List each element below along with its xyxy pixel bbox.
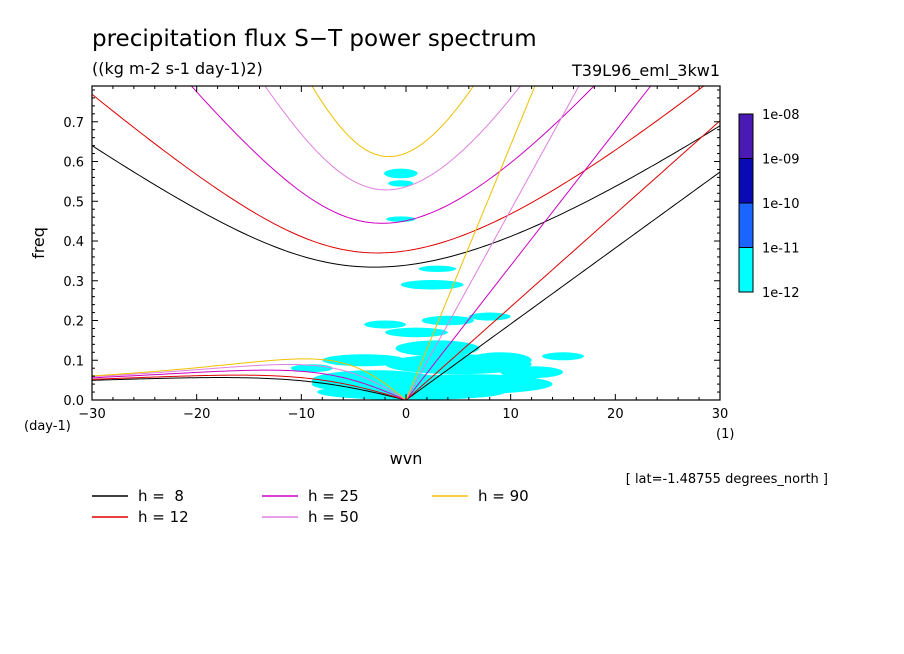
spectrum-blob <box>418 265 457 273</box>
rossby-wave-curve <box>92 374 407 400</box>
spectrum-blob <box>385 327 448 338</box>
y-tick-label: 0.7 <box>63 116 84 131</box>
y-tick-label: 0.4 <box>63 235 84 250</box>
power-spectrum-contours <box>290 168 584 400</box>
y-tick-label: 0.6 <box>63 156 84 171</box>
gravity-wave-curve <box>92 125 720 268</box>
spectrum-blob <box>542 352 584 361</box>
rossby-wave-curve <box>92 363 407 400</box>
gravity-wave-curve <box>92 86 705 254</box>
colorbar-label: 1e-11 <box>762 242 800 257</box>
x-unit-label: (1) <box>716 427 734 442</box>
x-tick-label: −20 <box>183 407 210 422</box>
legend-label: h = 25 <box>308 487 359 505</box>
y-axis-label: freq <box>29 227 48 259</box>
latitude-note: [ lat=-1.48755 degrees_north ] <box>626 472 828 487</box>
colorbar-segment <box>738 158 754 204</box>
legend-label: h = 8 <box>138 487 184 505</box>
legend-label: h = 12 <box>138 508 189 526</box>
gravity-wave-curve <box>311 86 475 158</box>
y-tick-label: 0.3 <box>63 275 84 290</box>
spectrum-blob <box>388 180 414 187</box>
colorbar-segment <box>738 113 754 159</box>
colorbar-label: 1e-09 <box>762 153 800 168</box>
spectrum-blob <box>395 340 480 357</box>
x-tick-label: 0 <box>402 407 410 422</box>
kelvin-wave-curve <box>405 120 720 400</box>
y-tick-label: 0.5 <box>63 195 84 210</box>
spectrum-blob <box>364 320 407 329</box>
kelvin-wave-curve <box>405 86 652 400</box>
chart-title: precipitation flux S−T power spectrum <box>92 26 537 52</box>
legend-label: h = 50 <box>308 508 359 526</box>
x-tick-label: 30 <box>712 407 729 422</box>
colorbar-label: 1e-10 <box>762 197 800 212</box>
legend: h = 8 h = 12 h = 25 h = 50 h = 90 <box>92 487 529 526</box>
rossby-wave-curve <box>92 358 407 400</box>
spectrum-blob <box>384 168 418 179</box>
y-tick-label: 0.1 <box>63 354 84 369</box>
spectrum-blob <box>322 354 406 367</box>
units-label: ((kg m-2 s-1 day-1)2) <box>92 59 263 78</box>
y-unit-label: (day-1) <box>24 419 71 434</box>
rossby-wave-curve <box>92 369 407 400</box>
colorbar-segment <box>738 202 754 248</box>
spectrum-blob <box>468 352 532 369</box>
spectrum-blob <box>400 279 464 290</box>
legend-label: h = 90 <box>478 487 529 505</box>
kelvin-wave-curve <box>405 171 720 400</box>
x-axis-label: wvn <box>390 449 423 468</box>
y-tick-label: 0.0 <box>63 394 84 409</box>
kelvin-wave-curve <box>405 86 580 400</box>
x-tick-label: −30 <box>78 407 105 422</box>
spectrum-blob <box>421 315 475 326</box>
spectrum-blob <box>468 312 511 321</box>
gravity-wave-curve <box>264 86 522 191</box>
x-tick-label: 20 <box>607 407 624 422</box>
colorbar-segment <box>738 247 754 293</box>
colorbar-label: 1e-12 <box>762 286 800 301</box>
y-tick-label: 0.2 <box>63 315 84 330</box>
colorbar: 1e-08 1e-09 1e-10 1e-11 1e-12 <box>738 108 800 301</box>
x-tick-label: 10 <box>502 407 519 422</box>
axis-ticks: −30 −20 −10 0 10 20 30 0.0 0.1 0.2 0.3 0.4 0.5 0.6 0.7 <box>63 86 728 422</box>
colorbar-label: 1e-08 <box>762 108 800 123</box>
rossby-wave-curve <box>92 377 407 400</box>
run-label: T39L96_eml_3kw1 <box>571 61 720 81</box>
x-tick-label: −10 <box>288 407 315 422</box>
dispersion-curves <box>92 86 720 400</box>
kelvin-wave-curve <box>405 86 536 400</box>
spectrum-blob <box>500 366 563 379</box>
